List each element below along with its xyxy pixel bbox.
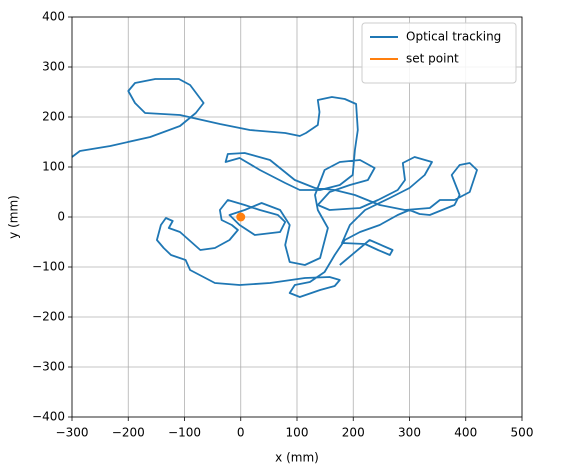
- x-tick-label: 500: [511, 426, 534, 440]
- x-tick-label: 100: [286, 426, 309, 440]
- x-tick-label: −300: [56, 426, 89, 440]
- y-tick-label: 400: [42, 10, 65, 24]
- x-tick-label: 300: [398, 426, 421, 440]
- line: [71, 78, 478, 298]
- legend-box: [361, 22, 517, 84]
- y-tick-label: 100: [42, 160, 65, 174]
- y-axis-label: y (mm): [7, 195, 21, 239]
- y-tick-label: −400: [32, 410, 65, 424]
- y-tick-label: 0: [57, 210, 65, 224]
- y-tick-label: 300: [42, 60, 65, 74]
- legend: Optical tracking set point: [361, 22, 517, 84]
- y-tick-label: −300: [32, 360, 65, 374]
- plot-frame: [71, 16, 523, 418]
- x-axis-label: x (mm): [275, 451, 319, 465]
- legend-label: set point: [406, 52, 459, 66]
- x-tick-label: −200: [112, 426, 145, 440]
- marker: [236, 212, 246, 222]
- x-tick-label: 400: [454, 426, 477, 440]
- y-tick-label: −200: [32, 310, 65, 324]
- y-tick-label: 200: [42, 110, 65, 124]
- y-tick-label: −100: [32, 260, 65, 274]
- legend-label: Optical tracking: [406, 30, 501, 44]
- x-tick-label: 0: [237, 426, 245, 440]
- x-tick-label: 200: [342, 426, 365, 440]
- x-tick-label: −100: [168, 426, 201, 440]
